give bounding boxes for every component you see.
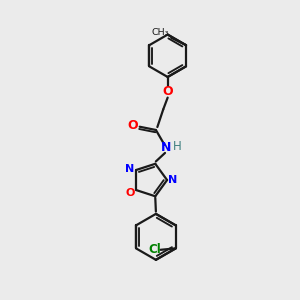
Text: N: N: [161, 141, 171, 154]
Text: CH₃: CH₃: [152, 28, 169, 37]
Text: O: O: [125, 188, 134, 198]
Text: Cl: Cl: [148, 243, 161, 256]
Text: N: N: [125, 164, 134, 173]
Text: N: N: [168, 175, 178, 185]
Text: O: O: [162, 85, 173, 98]
Text: O: O: [128, 119, 138, 132]
Text: H: H: [173, 140, 182, 153]
